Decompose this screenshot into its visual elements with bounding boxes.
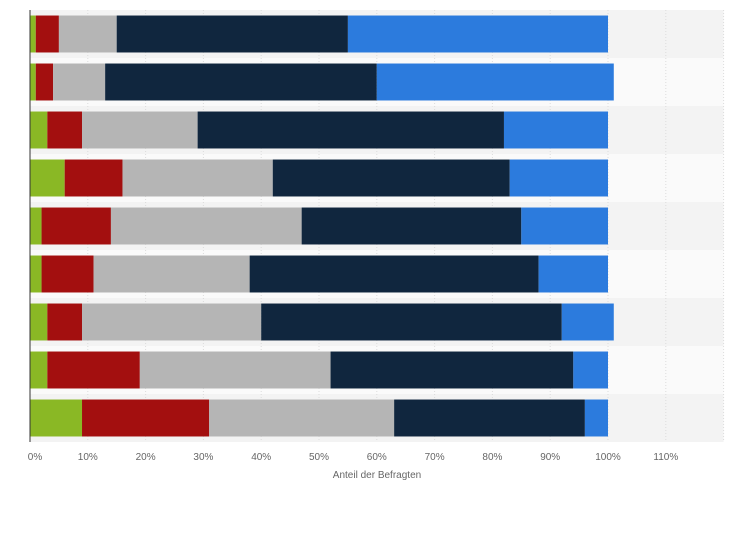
- bar-segment-5: [503, 111, 608, 149]
- bar-segment-2: [35, 63, 54, 101]
- x-tick-label: 10%: [78, 452, 98, 463]
- bar-segment-5: [347, 15, 608, 53]
- bar-segment-3: [110, 207, 302, 245]
- bar-segment-4: [272, 159, 510, 197]
- bar-segment-1: [30, 351, 48, 389]
- bar-segment-5: [561, 303, 614, 341]
- bar-segment-2: [47, 111, 83, 149]
- bar-segment-3: [122, 159, 273, 197]
- x-axis-title: Anteil der Befragten: [333, 470, 421, 481]
- bar-segment-3: [53, 63, 106, 101]
- bar-segment-2: [47, 351, 140, 389]
- bar-segment-4: [330, 351, 574, 389]
- bar-segment-1: [30, 63, 36, 101]
- x-tick-label: 0%: [28, 452, 43, 463]
- bar-segment-5: [376, 63, 614, 101]
- bar-segment-5: [521, 207, 608, 245]
- bar-segment-5: [509, 159, 608, 197]
- bar-segment-4: [116, 15, 348, 53]
- bar-segment-5: [538, 255, 608, 293]
- bar-segment-4: [197, 111, 504, 149]
- bar-segment-2: [47, 303, 83, 341]
- bar-segment-1: [30, 207, 42, 245]
- bar-segment-4: [105, 63, 377, 101]
- x-axis: 0% 10% 20% 30% 40% 50% 60% 70% 80% 90% 100% 110%: [28, 10, 678, 463]
- bar-segment-1: [30, 399, 83, 437]
- bar-segment-2: [41, 255, 94, 293]
- x-tick-label: 60%: [367, 452, 387, 463]
- bar-segment-3: [209, 399, 395, 437]
- x-tick-label: 50%: [309, 452, 329, 463]
- bar-segment-3: [82, 303, 262, 341]
- bar-segment-2: [35, 15, 59, 53]
- x-tick-label: 100%: [595, 452, 621, 463]
- bar-segment-4: [261, 303, 562, 341]
- bar-segment-5: [573, 351, 608, 389]
- x-tick-label: 110%: [653, 452, 678, 463]
- bars: [30, 15, 614, 437]
- bar-segment-3: [139, 351, 331, 389]
- bar-segment-1: [30, 111, 48, 149]
- bar-segment-4: [249, 255, 539, 293]
- bar-segment-1: [30, 303, 48, 341]
- x-tick-label: 70%: [425, 452, 445, 463]
- bar-segment-4: [301, 207, 522, 245]
- x-tick-label: 30%: [193, 452, 213, 463]
- x-tick-label: 20%: [136, 452, 156, 463]
- bar-segment-3: [93, 255, 250, 293]
- x-tick-label: 90%: [540, 452, 560, 463]
- x-tick-label: 40%: [251, 452, 271, 463]
- bar-segment-1: [30, 255, 42, 293]
- bar-segment-2: [82, 399, 210, 437]
- bar-segment-5: [584, 399, 608, 437]
- bar-segment-3: [58, 15, 117, 53]
- bar-segment-3: [82, 111, 198, 149]
- bar-segment-2: [41, 207, 111, 245]
- bar-segment-4: [394, 399, 585, 437]
- bar-segment-1: [30, 15, 36, 53]
- bar-segment-1: [30, 159, 65, 197]
- bar-segment-2: [64, 159, 123, 197]
- x-tick-label: 80%: [482, 452, 502, 463]
